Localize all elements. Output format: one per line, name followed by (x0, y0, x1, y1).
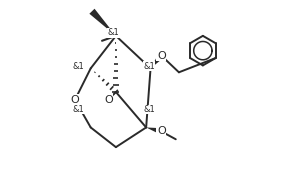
Text: &1: &1 (73, 105, 84, 114)
Text: O: O (104, 95, 113, 105)
Text: O: O (71, 95, 79, 105)
Polygon shape (150, 53, 164, 68)
Polygon shape (146, 127, 162, 135)
Polygon shape (89, 9, 116, 36)
Text: &1: &1 (73, 62, 84, 71)
Text: O: O (157, 51, 166, 61)
Text: &1: &1 (107, 28, 119, 38)
Text: &1: &1 (143, 62, 155, 71)
Text: &1: &1 (143, 105, 155, 114)
Text: O: O (157, 126, 166, 136)
